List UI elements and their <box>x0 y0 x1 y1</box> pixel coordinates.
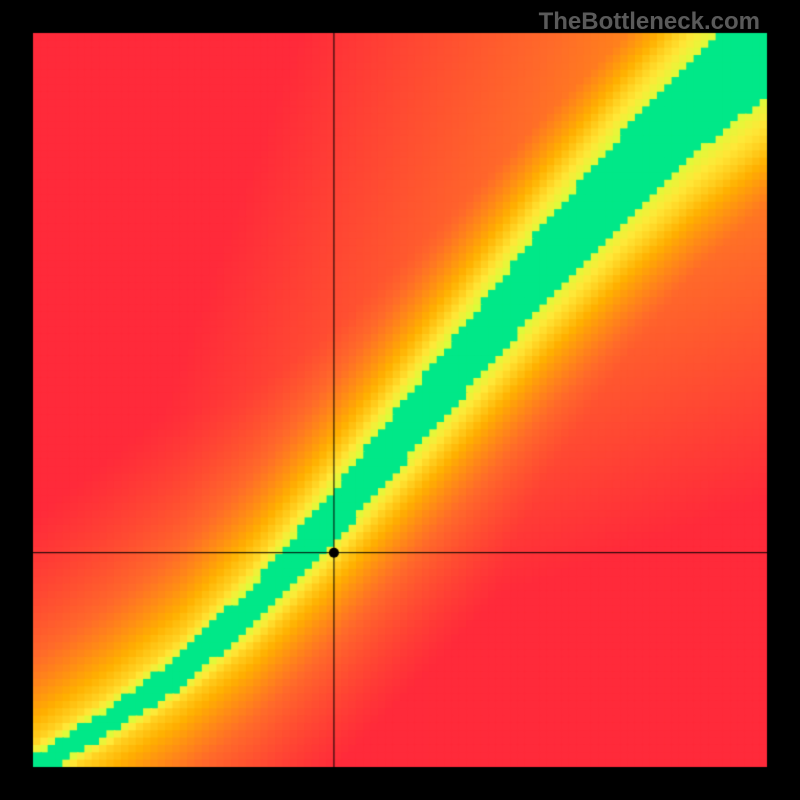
bottleneck-heatmap <box>0 0 800 800</box>
watermark-text: TheBottleneck.com <box>539 8 760 36</box>
